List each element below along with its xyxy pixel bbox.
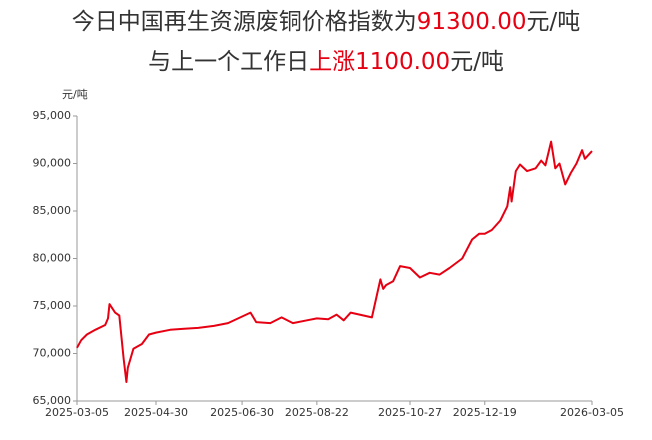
y-tick-label: 90,000 [33,157,72,170]
y-tick-label: 75,000 [33,299,72,312]
chart-title: 与上一个工作日上涨1100.00元/吨 [148,49,504,75]
x-tick-label: 2025-03-05 [45,406,109,419]
y-tick-label: 65,000 [33,394,72,407]
x-tick-label: 2025-04-30 [124,406,188,419]
y-tick-label: 95,000 [33,109,72,122]
x-tick-label: 2026-03-05 [560,406,624,419]
y-tick-label: 70,000 [33,347,72,360]
price-line [76,140,593,383]
title-part: 91300.00 [417,9,527,35]
title-part: 元/吨 [450,49,504,75]
x-tick-label: 2025-10-27 [378,406,442,419]
x-tick-label: 2025-12-19 [453,406,517,419]
chart-title: 今日中国再生资源废铜价格指数为91300.00元/吨 [72,9,581,35]
title-part: 与上一个工作日 [148,49,309,75]
x-tick-label: 2025-06-30 [210,406,274,419]
y-unit: 元/吨 [62,88,88,101]
y-tick-label: 80,000 [33,252,72,265]
x-tick-label: 2025-08-22 [285,406,349,419]
y-tick-label: 85,000 [33,204,72,217]
title-part: 上涨1100.00 [309,49,450,75]
title-part: 元/吨 [527,9,581,35]
title-part: 今日中国再生资源废铜价格指数为 [72,9,417,35]
